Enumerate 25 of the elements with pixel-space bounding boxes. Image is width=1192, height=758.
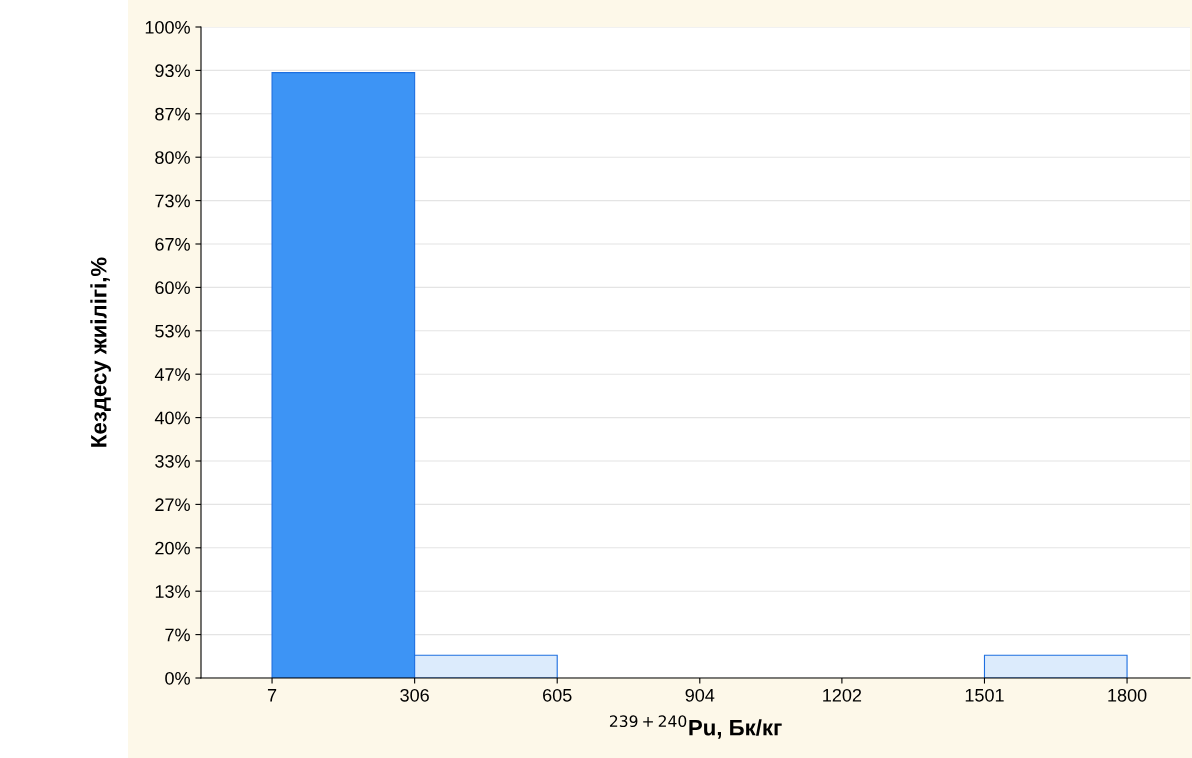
x-tick-label: 1800 [1108,688,1147,702]
x-tick-label: 306 [400,688,429,702]
y-tick-label: 60% [155,281,190,295]
y-tick-label: 20% [155,541,190,555]
y-axis-title: Кездесу жиілігі,% [90,257,111,447]
y-tick-label: 80% [155,151,190,164]
x-tick-label: 1501 [965,688,1004,702]
y-tick-label: 0% [165,671,190,685]
x-tick-label: 7 [267,689,277,702]
x-tick-label: 904 [685,688,715,702]
y-tick-label: 7% [165,628,190,642]
x-tick-label: 605 [543,688,572,702]
y-tick-label: 100% [145,20,190,34]
y-tick-label: 33% [155,454,190,468]
y-tick-label: 47% [154,368,190,381]
y-tick-label: 73% [155,194,190,208]
y-tick-label: 53% [155,324,190,338]
x-tick-label: 1202 [823,688,862,702]
y-tick-label: 93% [155,64,190,78]
y-tick-label: 27% [155,498,190,512]
y-tick-label: 67% [155,237,190,251]
y-tick-label: 87% [155,107,190,121]
y-tick-label: 40% [154,411,190,425]
x-axis-title: $^{239+240}$Pu, Бк/кг [609,715,782,739]
y-tick-label: 13% [155,585,190,598]
